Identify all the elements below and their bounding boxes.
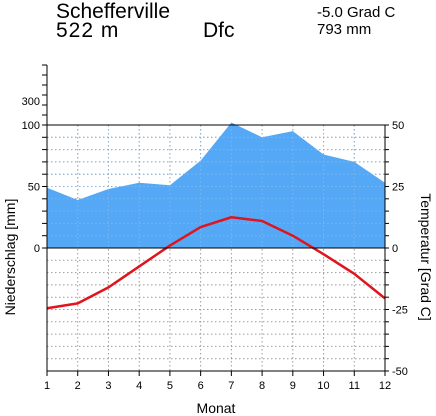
y-right-tick-label: -25 <box>392 305 408 317</box>
station-name: Schefferville <box>56 0 171 23</box>
x-tick-label: 8 <box>259 380 265 392</box>
precipitation-area-layer <box>46 122 386 248</box>
x-tick-label: 7 <box>228 380 234 392</box>
y-left-tick-label: 50 <box>28 182 40 194</box>
x-tick-label: 1 <box>44 380 50 392</box>
x-tick-label: 10 <box>317 380 329 392</box>
x-tick-label: 5 <box>167 380 173 392</box>
x-tick-label: 11 <box>349 380 360 392</box>
y-left-tick-label: 300 <box>22 96 40 108</box>
axis-labels: Monat Niederschlag [mm] Temperatur [Grad… <box>2 193 434 416</box>
y-axis-right-title: Temperatur [Grad C] <box>418 193 434 321</box>
annual-mean-temperature: -5.0 Grad C <box>317 4 396 21</box>
y-right-tick-label: 0 <box>392 243 398 255</box>
y-right-tick-label: -50 <box>392 366 408 378</box>
climate-classification: Dfc <box>203 19 235 42</box>
y-axis-left-title: Niederschlag [mm] <box>2 199 18 316</box>
x-tick-label: 12 <box>379 380 391 392</box>
station-elevation: 522 m <box>56 19 120 42</box>
y-left-tick-label: 100 <box>22 120 40 132</box>
x-tick-label: 6 <box>198 380 204 392</box>
y-right-tick-label: 25 <box>392 182 404 194</box>
annual-precipitation: 793 mm <box>317 21 372 38</box>
x-tick-label: 4 <box>136 380 142 392</box>
x-tick-label: 9 <box>290 380 296 392</box>
temperature-line-layer <box>46 216 386 310</box>
x-tick-label: 3 <box>105 380 111 392</box>
x-tick-label: 2 <box>75 380 81 392</box>
y-right-tick-label: 50 <box>392 120 404 132</box>
overlay-grid <box>47 125 385 248</box>
y-left-tick-label: 0 <box>34 243 40 255</box>
temperature-line <box>46 216 386 310</box>
x-axis-title: Monat <box>197 400 236 416</box>
precipitation-area <box>47 122 385 248</box>
